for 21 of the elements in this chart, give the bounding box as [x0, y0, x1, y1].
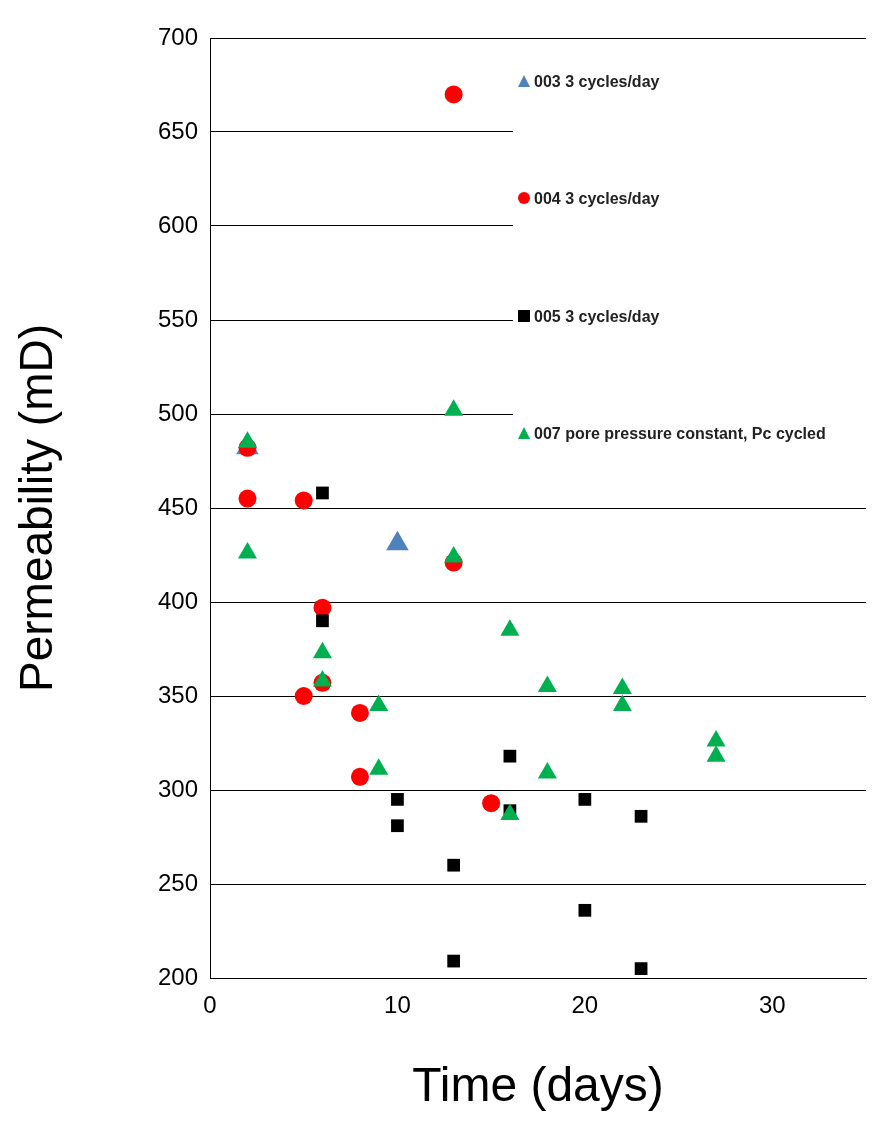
y-tick-label: 300 — [157, 774, 198, 802]
x-tick-label: 10 — [384, 991, 411, 1019]
y-tick-label: 550 — [157, 304, 198, 332]
x-tick-label: 30 — [758, 991, 786, 1019]
y-tick-label: 650 — [157, 116, 198, 144]
y-tick-label: 400 — [157, 586, 198, 614]
y-tick-label: 350 — [157, 680, 198, 708]
legend-label: 005 3 cycles/day — [534, 306, 661, 327]
legend-label: 003 3 cycles/day — [534, 72, 661, 92]
y-axis-title: Permeability (mD) — [10, 323, 63, 693]
y-tick-label: 500 — [157, 398, 198, 426]
legend-label: 007 pore pressure constant, Pc cycled — [534, 424, 827, 444]
x-tick-label: 20 — [571, 991, 599, 1019]
y-tick-label: 600 — [157, 210, 198, 238]
y-tick-label: 450 — [157, 492, 198, 520]
y-tick-label: 200 — [157, 962, 198, 990]
x-tick-label: 0 — [203, 991, 217, 1019]
x-axis-title: Time (days) — [412, 1058, 664, 1112]
y-tick-label: 700 — [157, 22, 198, 50]
legend-label: 004 3 cycles/day — [534, 189, 661, 210]
y-tick-label: 250 — [157, 868, 198, 896]
